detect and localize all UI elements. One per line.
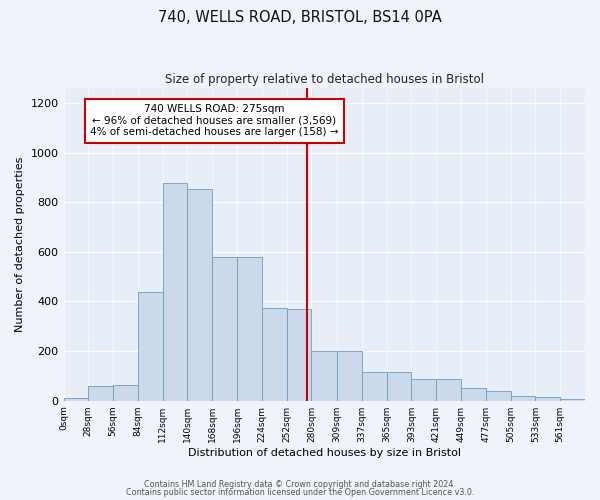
Bar [113,384,138,400]
Bar [88,386,113,400]
Bar [187,188,212,400]
Bar [212,257,237,400]
Bar [461,388,486,400]
Bar [511,396,535,400]
Title: Size of property relative to detached houses in Bristol: Size of property relative to detached ho… [165,72,484,86]
Y-axis label: Number of detached properties: Number of detached properties [15,156,25,332]
Bar [237,257,262,400]
Bar [386,372,412,400]
Bar [337,351,362,401]
Text: 740 WELLS ROAD: 275sqm
← 96% of detached houses are smaller (3,569)
4% of semi-d: 740 WELLS ROAD: 275sqm ← 96% of detached… [90,104,338,138]
Text: 740, WELLS ROAD, BRISTOL, BS14 0PA: 740, WELLS ROAD, BRISTOL, BS14 0PA [158,10,442,25]
Bar [362,372,386,400]
Bar [262,308,287,400]
Bar [287,309,311,400]
Bar [412,379,436,400]
Bar [436,379,461,400]
Bar [311,351,337,401]
Bar [535,397,560,400]
Bar [138,292,163,401]
Text: Contains HM Land Registry data © Crown copyright and database right 2024.: Contains HM Land Registry data © Crown c… [144,480,456,489]
Text: Contains public sector information licensed under the Open Government Licence v3: Contains public sector information licen… [126,488,474,497]
Bar [163,183,187,400]
Bar [64,398,88,400]
X-axis label: Distribution of detached houses by size in Bristol: Distribution of detached houses by size … [188,448,461,458]
Bar [486,392,511,400]
